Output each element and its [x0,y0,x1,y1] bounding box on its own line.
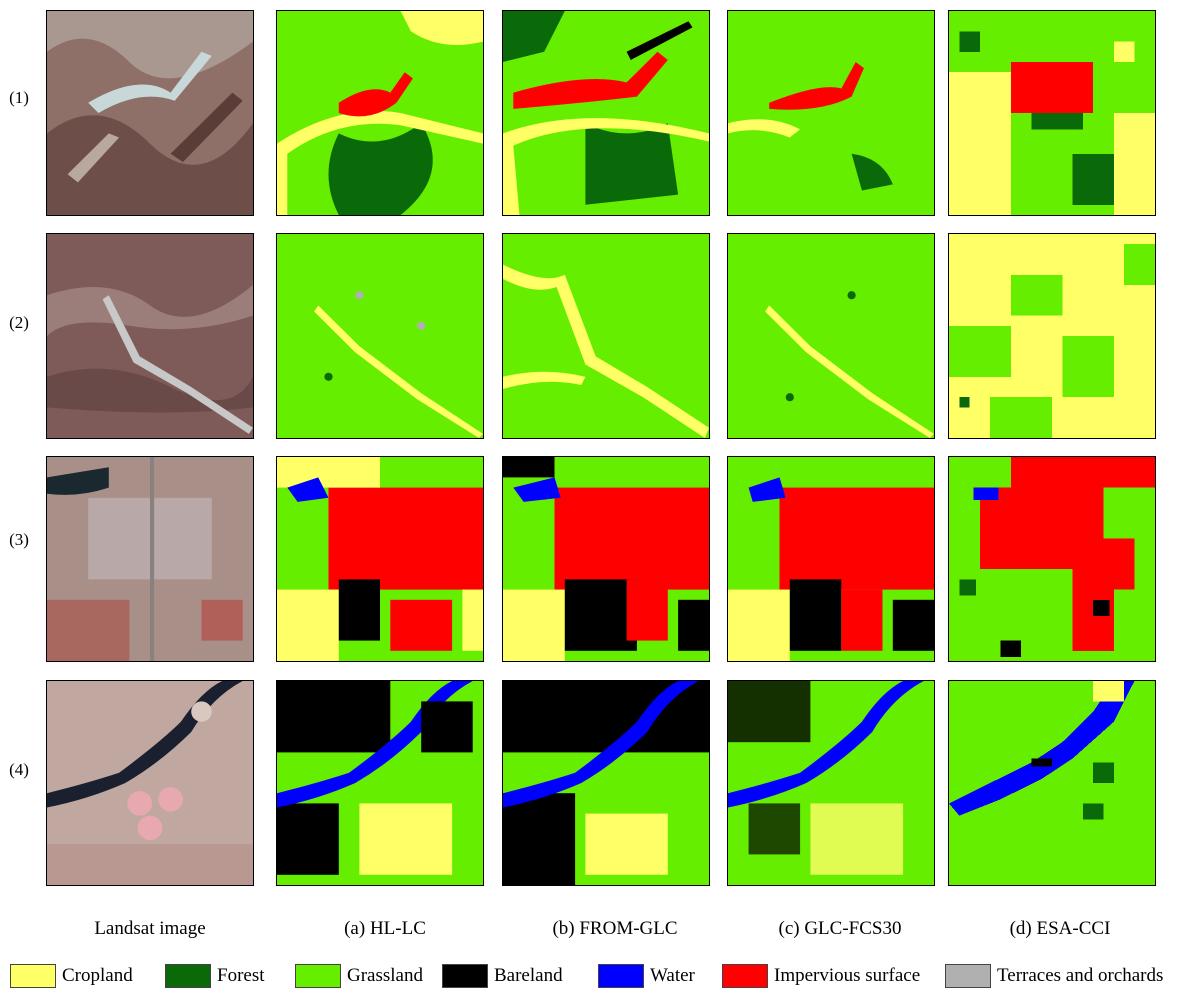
row-label-1: (1) [9,88,29,107]
legend-item-grassland: Grassland [295,960,423,992]
landsat-image-row4 [46,680,254,886]
legend-item-terraces-orchards: Terraces and orchards [945,960,1163,992]
legend-item-forest: Forest [165,960,265,992]
column-label-landsat: Landsat image [94,918,206,939]
legend-item-water: Water [598,960,695,992]
esa-cci-map-row2 [948,233,1156,439]
row-label-4: (4) [9,760,29,779]
legend-swatch-terraces-orchards [945,964,991,988]
legend-swatch-grassland [295,964,341,988]
legend-swatch-cropland [10,964,56,988]
legend: Cropland Forest Grassland Bareland Water… [10,960,1200,992]
column-label-esa-cci: (d) ESA-CCI [1009,918,1111,939]
hl-lc-map-row1 [276,10,484,216]
column-label-from-glc: (b) FROM-GLC [552,918,678,939]
glc-fcs30-map-row2 [727,233,935,439]
esa-cci-map-row3 [948,456,1156,662]
from-glc-map-row1 [502,10,710,216]
from-glc-map-row3 [502,456,710,662]
glc-fcs30-map-row4 [727,680,935,886]
row-label-2: (2) [9,313,29,332]
from-glc-map-row4 [502,680,710,886]
legend-swatch-forest [165,964,211,988]
legend-label-impervious-surface: Impervious surface [774,965,921,986]
legend-label-cropland: Cropland [62,965,133,986]
legend-label-water: Water [650,965,695,986]
glc-fcs30-map-row1 [727,10,935,216]
column-label-glc-fcs30: (c) GLC-FCS30 [778,918,902,939]
column-label-hl-lc: (a) HL-LC [344,918,426,939]
esa-cci-map-row1 [948,10,1156,216]
esa-cci-map-row4 [948,680,1156,886]
legend-item-impervious-surface: Impervious surface [722,960,920,992]
legend-item-bareland: Bareland [442,960,563,992]
hl-lc-map-row2 [276,233,484,439]
legend-label-grassland: Grassland [347,965,423,986]
legend-swatch-water [598,964,644,988]
landsat-image-row3 [46,456,254,662]
from-glc-map-row2 [502,233,710,439]
landsat-image-row2 [46,233,254,439]
landsat-image-row1 [46,10,254,216]
legend-label-forest: Forest [217,965,265,986]
legend-label-terraces-orchards: Terraces and orchards [997,965,1164,986]
legend-label-bareland: Bareland [494,965,563,986]
hl-lc-map-row3 [276,456,484,662]
legend-swatch-impervious-surface [722,964,768,988]
row-label-3: (3) [9,530,29,549]
hl-lc-map-row4 [276,680,484,886]
legend-item-cropland: Cropland [10,960,133,992]
legend-swatch-bareland [442,964,488,988]
glc-fcs30-map-row3 [727,456,935,662]
